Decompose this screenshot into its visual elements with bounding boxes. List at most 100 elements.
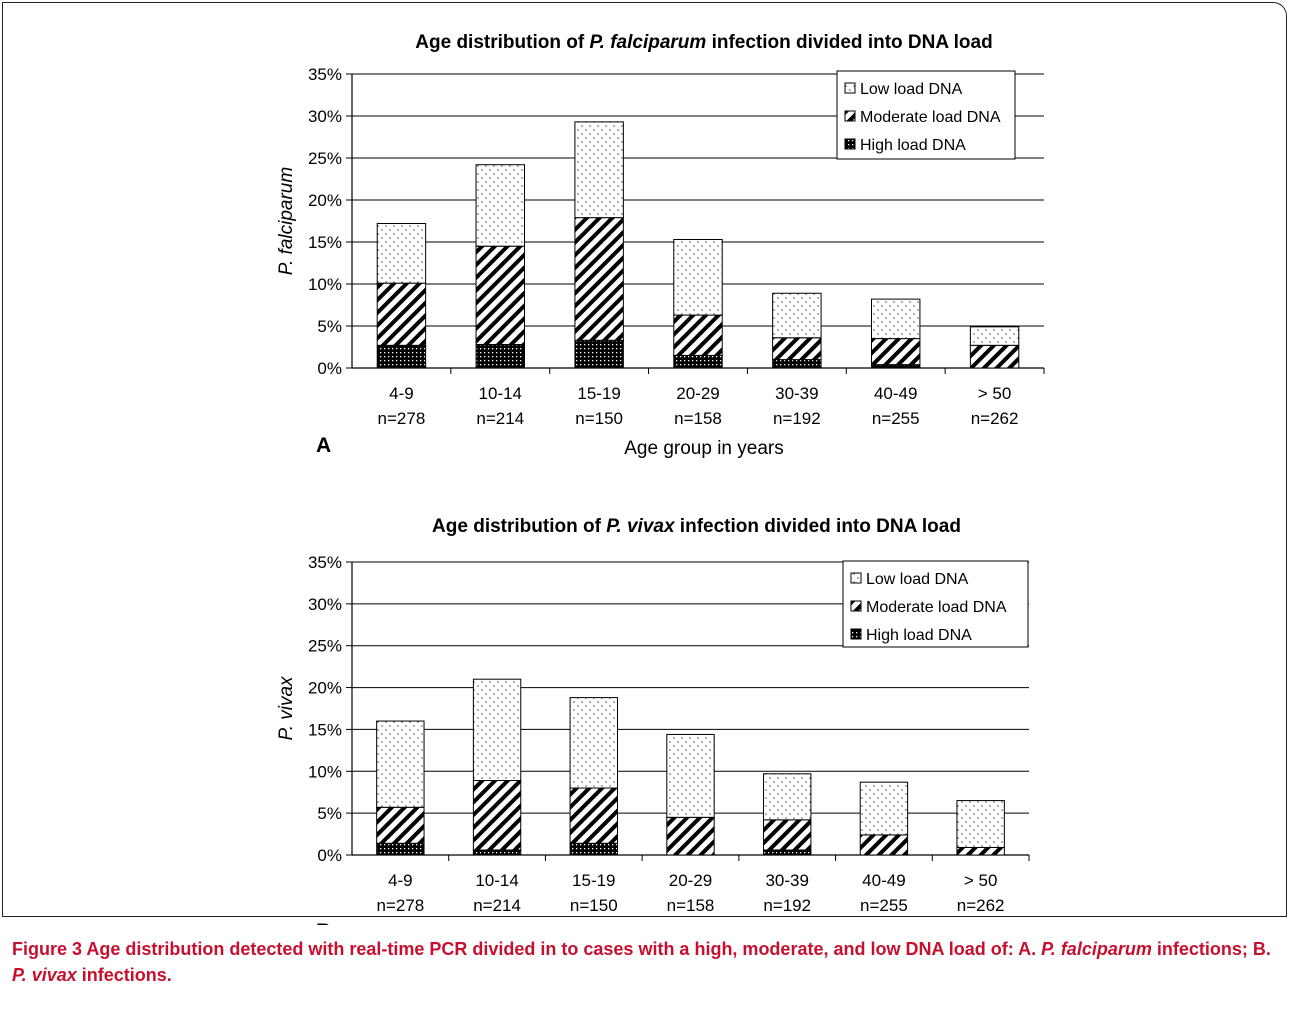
x-tick-label: 20-29: [669, 871, 712, 890]
bar-segment: [772, 337, 822, 361]
x-tick-label: > 50: [964, 871, 998, 890]
chart-title-part: infection divided into DNA load: [675, 516, 961, 537]
legend-label: High load DNA: [860, 137, 966, 154]
bar-segment: [859, 781, 909, 836]
x-tick-count: n=262: [971, 409, 1019, 428]
figure-caption: Figure 3 Age distribution detected with …: [12, 936, 1282, 988]
legend-swatch: [844, 138, 856, 150]
bar-segment: [870, 298, 921, 340]
x-tick-label: > 50: [978, 384, 1012, 403]
y-tick-label: 5%: [317, 317, 342, 336]
legend-swatch: [850, 600, 862, 612]
bar-segment: [569, 842, 618, 856]
chart-title: Age distribution of P. vivax infection d…: [432, 516, 961, 537]
bar-segment: [472, 849, 522, 856]
legend-swatch: [844, 110, 856, 122]
chart-title-part: P. vivax: [606, 516, 676, 537]
x-tick-count: n=214: [476, 409, 524, 428]
bar-segment: [376, 344, 427, 369]
bar-segment: [376, 720, 425, 808]
bar-segment: [772, 292, 822, 339]
legend: [842, 560, 1029, 648]
chart-title-part: Age distribution of: [415, 32, 589, 53]
y-tick-label: 0%: [317, 846, 342, 865]
bar-segment: [475, 343, 526, 369]
bar-segment: [969, 344, 1020, 369]
y-tick-label: 25%: [308, 149, 342, 168]
bar-segment: [475, 164, 526, 247]
bar-segment: [574, 217, 624, 341]
bar-segment: [569, 787, 618, 844]
x-tick-label: 10-14: [475, 871, 518, 890]
bar-segment: [772, 359, 822, 369]
bar-segment: [673, 314, 723, 356]
y-tick-label: 20%: [308, 679, 342, 698]
y-tick-label: 35%: [308, 553, 342, 572]
caption-text: Age distribution detected with real-time…: [12, 939, 1271, 985]
legend: [836, 70, 1016, 160]
y-tick-label: 15%: [308, 233, 342, 252]
y-axis-label: P. vivax: [276, 675, 297, 741]
legend-label: Low load DNA: [866, 571, 969, 588]
x-tick-count: n=278: [378, 409, 426, 428]
bar-segment: [472, 678, 522, 781]
x-tick-label: 40-49: [874, 384, 917, 403]
x-tick-count: n=278: [376, 896, 424, 915]
chart-title-part: P. falciparum: [589, 32, 706, 53]
bar-segment: [376, 806, 425, 844]
legend-label: Low load DNA: [860, 81, 963, 98]
x-tick-label: 4-9: [389, 384, 414, 403]
legend-label: Moderate load DNA: [860, 109, 1001, 126]
figure-frame: [2, 2, 1287, 917]
panel-label: B: [316, 920, 331, 925]
chart-vivax: Age distribution of P. vivax infection d…: [276, 516, 1030, 925]
legend-label: Moderate load DNA: [866, 599, 1007, 616]
chart-title: Age distribution of P. falciparum infect…: [415, 32, 992, 53]
legend-swatch: [844, 82, 856, 94]
x-tick-label: 4-9: [388, 871, 413, 890]
bar-segment: [870, 338, 921, 366]
y-tick-label: 35%: [308, 65, 342, 84]
x-tick-count: n=214: [473, 896, 521, 915]
bar-segment: [763, 819, 812, 851]
y-tick-label: 10%: [308, 762, 342, 781]
chart-falciparum: Age distribution of P. falciparum infect…: [276, 32, 1045, 459]
x-tick-count: n=255: [872, 409, 920, 428]
x-tick-label: 15-19: [572, 871, 615, 890]
bar-segment: [673, 238, 723, 316]
y-tick-label: 30%: [308, 107, 342, 126]
bar-segment: [574, 339, 624, 369]
caption-part: infections.: [76, 965, 172, 985]
bar-segment: [969, 326, 1020, 346]
panel-label: A: [316, 434, 331, 457]
x-axis-label: Age group in years: [624, 438, 784, 459]
bar-segment: [472, 779, 522, 851]
x-tick-count: n=192: [763, 896, 811, 915]
chart-title-part: infection divided into DNA load: [706, 32, 992, 53]
x-tick-label: 15-19: [577, 384, 620, 403]
bar-segment: [569, 697, 618, 789]
caption-part: Age distribution detected with real-time…: [82, 939, 1042, 959]
bar-segment: [859, 834, 909, 856]
x-tick-count: n=262: [957, 896, 1005, 915]
bar-segment: [956, 846, 1005, 856]
bar-segment: [763, 849, 812, 856]
y-tick-label: 30%: [308, 595, 342, 614]
bar-segment: [666, 733, 715, 818]
y-tick-label: 20%: [308, 191, 342, 210]
caption-part: P. falciparum: [1041, 939, 1152, 959]
bar-segment: [376, 842, 425, 856]
y-tick-label: 10%: [308, 275, 342, 294]
legend-swatch: [850, 628, 862, 640]
figure-charts: Age distribution of P. falciparum infect…: [276, 32, 1045, 925]
bar-segment: [666, 816, 715, 856]
bar-segment: [376, 282, 427, 346]
x-tick-count: n=192: [773, 409, 821, 428]
x-tick-label: 20-29: [676, 384, 719, 403]
y-tick-label: 25%: [308, 637, 342, 656]
bar-segment: [574, 121, 624, 219]
caption-label: Figure 3: [12, 939, 83, 959]
x-tick-count: n=158: [667, 896, 715, 915]
chart-title-part: Age distribution of: [432, 516, 606, 537]
x-tick-label: 40-49: [862, 871, 905, 890]
